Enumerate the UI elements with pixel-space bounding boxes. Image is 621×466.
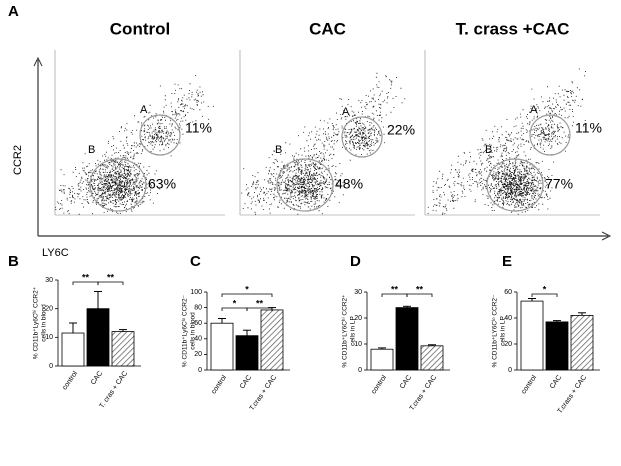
gate-label: A: [342, 106, 350, 118]
y-axis-label: % CD11b⁺LY6Cˡᵒ CCR2⁻: [492, 294, 499, 368]
panel-letter: A: [8, 3, 19, 20]
x-tick-label: CAC: [90, 370, 104, 386]
panel-letter: D: [350, 253, 361, 270]
dot-plots: [55, 68, 586, 215]
significance-bracket: [221, 293, 273, 297]
significance-bracket: [531, 293, 558, 297]
y-tick-label: 20: [45, 306, 53, 313]
significance-label: **: [82, 272, 90, 282]
significance-label: **: [256, 298, 264, 308]
bar: [570, 314, 594, 371]
y-tick-label: 0: [508, 367, 512, 374]
plot-title: Control: [110, 19, 170, 38]
bar: [370, 348, 394, 371]
significance-label: **: [107, 272, 115, 282]
gate-label: B: [88, 144, 95, 156]
x-tick-label: CAC: [239, 374, 253, 390]
gate-b: [276, 158, 334, 212]
significance-bracket: [246, 307, 273, 311]
significance-bracket: [221, 307, 248, 311]
significance-label: *: [233, 298, 237, 308]
plot-title: CAC: [309, 19, 346, 38]
y-tick-label: 0: [49, 363, 53, 370]
y-tick-label: 0: [358, 367, 362, 374]
y-tick-label: 40: [504, 315, 512, 322]
x-tick-label: T.cras + CAC: [409, 374, 439, 412]
x-tick-label: control: [370, 374, 388, 396]
y-axis-label: % CD11b⁺LY6Cʰⁱ CCR2⁺: [341, 294, 349, 368]
x-tick-label: CAC: [549, 374, 563, 390]
x-axis-label: LY6C: [42, 247, 69, 259]
x-tick-label: T. cras + CAC: [99, 370, 130, 410]
significance-label: *: [543, 284, 547, 294]
gate-percent: 63%: [148, 176, 176, 192]
gate-percent: 48%: [335, 176, 363, 192]
panel-letter: B: [8, 253, 19, 270]
y-tick-label: 10: [45, 334, 53, 341]
bar: [111, 331, 135, 367]
significance-label: **: [391, 284, 399, 294]
gate-percent: 77%: [545, 176, 573, 192]
dots: [55, 75, 214, 215]
dots: [427, 68, 586, 215]
panel-letter: E: [502, 253, 512, 270]
bar: [420, 345, 444, 371]
gate-label: A: [140, 104, 148, 116]
arrow-head: [601, 231, 612, 241]
y-tick-label: 0: [198, 367, 202, 374]
gate-b: [89, 158, 147, 212]
y-tick-label: 100: [190, 289, 202, 296]
y-tick-label: 30: [45, 277, 53, 284]
bar: [235, 335, 259, 371]
panel-letter: C: [190, 253, 201, 270]
bar: [210, 322, 234, 371]
x-tick-label: control: [520, 374, 538, 396]
y-axis-label: cells in LP: [350, 316, 357, 346]
x-tick-label: control: [210, 374, 228, 396]
x-tick-label: T.cras + CAC: [249, 374, 279, 412]
y-tick-label: 20: [354, 315, 362, 322]
significance-bracket: [97, 281, 124, 285]
y-axis-label: % CD11b⁺Ly6Cʰⁱ CCR2⁺: [32, 286, 40, 359]
y-tick-label: 60: [194, 320, 202, 327]
y-tick-label: 60: [504, 289, 512, 296]
y-axis-label: cells in LP: [500, 316, 507, 346]
y-axis-label: cells in blood: [41, 304, 48, 342]
y-axis-label: % CD11b⁺Ly6Cˡᵒ CCR2⁻: [182, 294, 189, 367]
plot-title: T. crass +CAC: [456, 19, 570, 38]
arrow-head: [33, 56, 43, 67]
bar: [395, 307, 419, 371]
gate-label: B: [275, 144, 282, 156]
gate-a: [139, 114, 181, 156]
x-tick-label: control: [61, 370, 79, 392]
y-axis-label: cells in blood: [190, 312, 197, 350]
significance-bracket: [406, 293, 433, 297]
bar: [61, 332, 85, 367]
significance-label: **: [416, 284, 424, 294]
gate-a: [529, 114, 571, 156]
gate-label: B: [485, 144, 492, 156]
significance-label: *: [245, 284, 249, 294]
y-tick-label: 80: [194, 304, 202, 311]
y-tick-label: 20: [194, 351, 202, 358]
y-tick-label: 20: [504, 341, 512, 348]
gate-percent: 11%: [185, 120, 212, 136]
y-tick-label: 30: [354, 289, 362, 296]
gate-percent: 11%: [575, 120, 602, 136]
bar: [260, 309, 284, 371]
gate-label: A: [530, 104, 538, 116]
x-tick-label: CAC: [399, 374, 413, 390]
gate-b: [486, 158, 544, 212]
y-tick-label: 10: [354, 341, 362, 348]
significance-bracket: [72, 281, 99, 285]
gate-a: [341, 116, 383, 158]
bar: [545, 321, 569, 371]
gate-percent: 22%: [387, 122, 415, 138]
y-axis-label: CCR2: [12, 145, 24, 175]
significance-bracket: [381, 293, 408, 297]
bar: [86, 308, 110, 367]
y-tick-label: 40: [194, 336, 202, 343]
bar: [520, 300, 544, 371]
